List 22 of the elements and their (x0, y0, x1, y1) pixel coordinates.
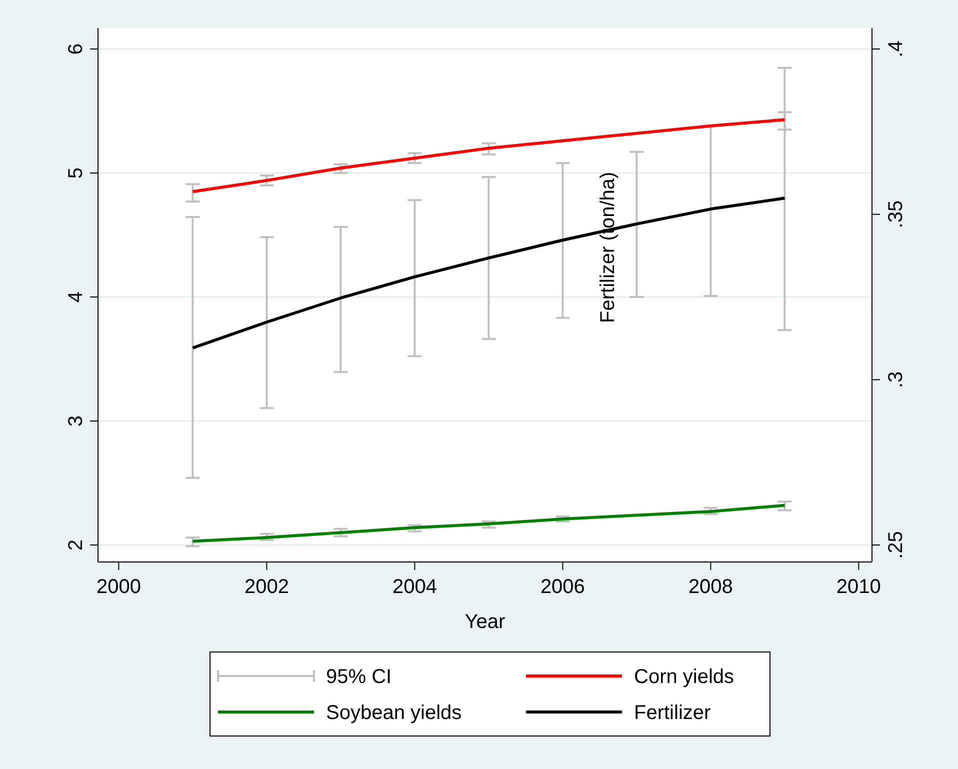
y2-tick-label: .4 (885, 40, 907, 58)
y2-tick-label: .25 (885, 531, 907, 559)
x-axis-title: Year (464, 611, 506, 633)
y-tick-label: 3 (65, 415, 87, 427)
legend-label: Corn yields (634, 666, 734, 688)
y2-tick-label: .35 (885, 200, 907, 228)
legend-label: Soybean yields (326, 702, 462, 724)
y2-axis-title: Fertilizer (ton/ha) (597, 172, 619, 323)
text: 95% CI (326, 666, 392, 688)
y-tick-label: 4 (65, 291, 87, 303)
x-tick-label: 2010 (836, 576, 881, 598)
x-tick-label: 2008 (688, 576, 733, 598)
y-tick-label: 2 (65, 539, 87, 551)
legend-label: Fertilizer (634, 702, 712, 724)
x-tick-label: 2002 (244, 576, 289, 598)
x-tick-label: 2006 (540, 576, 585, 598)
y-tick-label: 6 (65, 43, 87, 55)
y-tick-label: 5 (65, 167, 87, 179)
x-tick-label: 2000 (96, 576, 141, 598)
line-series (191, 504, 786, 543)
y2-tick-label: .3 (885, 371, 907, 388)
x-tick-label: 2004 (392, 576, 437, 598)
